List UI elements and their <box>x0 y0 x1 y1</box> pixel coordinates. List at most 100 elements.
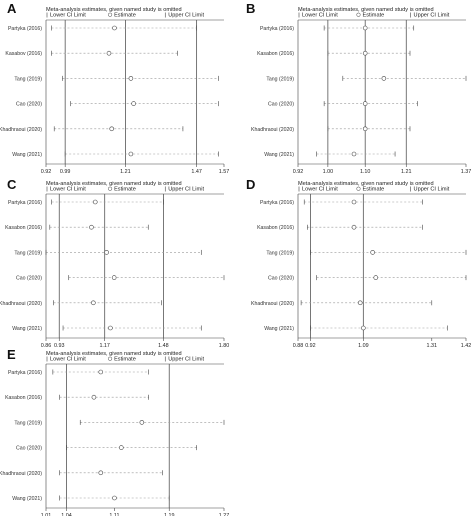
study-row: Wang (2021) <box>12 495 170 502</box>
x-tick-label: 1.31 <box>427 343 438 349</box>
legend-estimate-label: Estimate <box>362 13 384 19</box>
study-label: Kasabon (2016) <box>5 225 42 231</box>
x-tick-label: 1.00 <box>323 169 334 175</box>
study-row: Wang (2021) <box>12 325 202 332</box>
legend-upper-label: Upper CI Limit <box>168 13 204 19</box>
panel-e: E Meta-analysis estimates, given named st… <box>0 347 229 516</box>
study-row: Kasabon (2016) <box>5 394 149 401</box>
study-row: Khadhraoui (2020) <box>0 470 163 477</box>
legend: Lower CI Limit Estimate Upper CI Limit <box>46 12 204 19</box>
legend-estimate-label: Estimate <box>114 357 136 363</box>
x-tick-label: 1.37 <box>461 169 472 175</box>
study-row: Tang (2019) <box>14 419 225 426</box>
estimate-point <box>381 76 387 81</box>
x-tick-label: 0.88 <box>293 343 304 349</box>
panel-d: D Meta-analysis estimates, given named st… <box>246 177 471 349</box>
x-tick-label: 0.92 <box>305 343 316 349</box>
estimate-point <box>106 50 112 56</box>
estimate-point <box>112 25 117 31</box>
study-row: Kasabov (2016) <box>5 50 178 57</box>
study-row: Khadhraoui (2020) <box>251 300 433 307</box>
legend-estimate-label: Estimate <box>114 187 136 193</box>
study-row: Cao (2020) <box>16 445 197 452</box>
study-label: Khadhraoui (2020) <box>0 127 42 133</box>
study-row: Khadhraoui (2020) <box>0 126 184 133</box>
legend-estimate-swatch <box>108 356 113 361</box>
x-tick-label: 1.09 <box>358 343 369 349</box>
study-label: Khadhraoui (2020) <box>251 127 294 133</box>
study-label: Wang (2021) <box>12 496 42 502</box>
estimate-point <box>108 325 113 331</box>
estimate-point <box>109 126 115 132</box>
panel-b: B Meta-analysis estimates, given named st… <box>246 1 471 175</box>
header-title: Meta-analysis estimates, given named stu… <box>46 351 182 357</box>
panel-label: B <box>246 1 255 16</box>
header-title: Meta-analysis estimates, given named stu… <box>46 181 182 187</box>
study-row: Tang (2019) <box>266 75 467 82</box>
legend: Lower CI Limit Estimate Upper CI Limit <box>46 186 204 193</box>
estimate-point <box>362 50 368 56</box>
estimate-point <box>128 76 134 81</box>
estimate-point <box>370 250 375 255</box>
x-tick-label: 0.92 <box>293 169 304 175</box>
estimate-point <box>112 495 117 501</box>
study-label: Tang (2019) <box>266 76 294 82</box>
x-tick-label: 1.21 <box>120 169 131 175</box>
estimate-point <box>131 101 136 106</box>
x-tick-label: 1.27 <box>219 513 230 516</box>
x-tick-label: 1.80 <box>219 343 230 349</box>
estimate-point <box>98 470 104 476</box>
x-tick-label: 1.21 <box>401 169 412 175</box>
estimate-point <box>361 325 366 331</box>
x-tick-label: 1.10 <box>360 169 371 175</box>
study-row: Tang (2019) <box>266 249 467 256</box>
study-label: Kasabon (2016) <box>257 51 294 57</box>
header-title: Meta-analysis estimates, given named stu… <box>298 7 434 13</box>
legend-estimate-swatch <box>108 12 113 17</box>
study-label: Wang (2021) <box>264 326 294 332</box>
study-row: Tang (2019) <box>14 249 202 256</box>
study-label: Tang (2019) <box>14 250 42 256</box>
estimate-point <box>351 151 357 157</box>
legend-estimate-swatch <box>356 186 361 191</box>
estimate-point <box>91 300 96 306</box>
study-row: Cao (2020) <box>16 275 225 282</box>
legend-estimate-label: Estimate <box>114 13 136 19</box>
legend-estimate-swatch <box>108 186 113 191</box>
study-row: Cao (2020) <box>268 101 418 108</box>
legend-upper-label: Upper CI Limit <box>414 187 450 193</box>
study-label: Cao (2020) <box>268 276 294 282</box>
x-tick-label: 0.86 <box>41 343 52 349</box>
legend-upper-label: Upper CI Limit <box>168 187 204 193</box>
estimate-point <box>362 25 368 31</box>
x-tick-label: 0.93 <box>54 343 65 349</box>
estimate-point <box>373 275 379 280</box>
header-title: Meta-analysis estimates, given named stu… <box>298 181 434 187</box>
estimate-point <box>139 420 145 425</box>
legend-lower-label: Lower CI Limit <box>50 187 86 193</box>
estimate-point <box>92 199 98 205</box>
study-label: Cao (2020) <box>16 102 42 108</box>
study-row: Khadhraoui (2020) <box>251 126 411 133</box>
legend-estimate-swatch <box>356 12 361 17</box>
estimate-point <box>362 101 368 106</box>
panel-label: D <box>246 177 255 192</box>
study-label: Cao (2020) <box>16 446 42 452</box>
estimate-point <box>119 445 124 450</box>
x-tick-label: 1.57 <box>219 169 230 175</box>
estimate-point <box>104 250 109 255</box>
legend-lower-label: Lower CI Limit <box>302 13 338 19</box>
study-row: Cao (2020) <box>16 101 219 108</box>
study-label: Cao (2020) <box>268 102 294 108</box>
legend: Lower CI Limit Estimate Upper CI Limit <box>298 186 450 193</box>
study-row: Kasabon (2016) <box>257 50 411 57</box>
study-row: Partyka (2016) <box>8 25 197 32</box>
panel-label: A <box>7 1 17 16</box>
study-label: Wang (2021) <box>12 326 42 332</box>
legend-upper-label: Upper CI Limit <box>414 13 450 19</box>
study-label: Khadhraoui (2020) <box>0 301 42 307</box>
x-tick-label: 1.48 <box>158 343 169 349</box>
x-tick-label: 1.42 <box>461 343 472 349</box>
study-label: Tang (2019) <box>266 250 294 256</box>
